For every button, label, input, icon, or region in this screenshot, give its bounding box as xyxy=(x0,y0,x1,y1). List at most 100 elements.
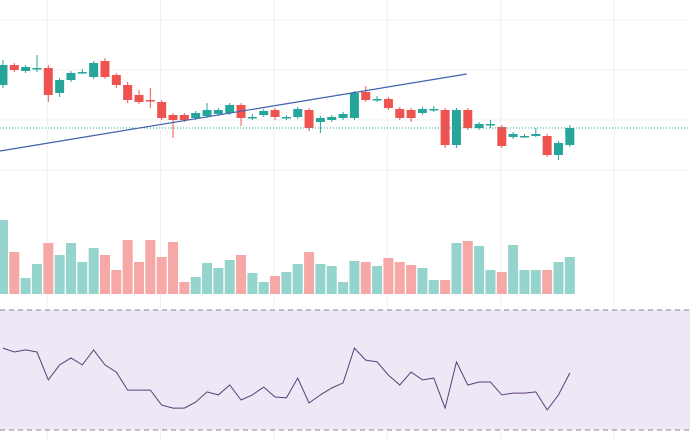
candle-body xyxy=(565,128,575,145)
candle-body xyxy=(474,124,484,128)
volume-bar xyxy=(530,270,541,294)
candle-body xyxy=(497,127,507,146)
candle-body xyxy=(123,85,133,100)
volume-bar xyxy=(508,245,519,294)
candle-body xyxy=(531,134,541,136)
volume-bar xyxy=(304,252,315,294)
volume-bar xyxy=(281,272,292,294)
volume-bar xyxy=(338,282,349,294)
candle-body xyxy=(361,92,371,100)
volume-bar xyxy=(224,260,235,294)
volume-bar xyxy=(474,246,485,294)
candle-body xyxy=(327,117,337,120)
candle-body xyxy=(111,75,121,85)
candle-body xyxy=(293,109,303,117)
volume-bar xyxy=(451,243,462,294)
volume-bar xyxy=(213,268,224,294)
volume-bar xyxy=(179,282,190,294)
candle-body xyxy=(417,109,427,113)
candle-body xyxy=(463,110,473,128)
candle-body xyxy=(508,134,518,137)
volume-bar xyxy=(122,240,133,294)
candle-body xyxy=(270,110,280,117)
candle-body xyxy=(383,99,393,108)
volume-bar xyxy=(20,278,31,294)
volume-bar xyxy=(77,262,88,294)
candle-body xyxy=(100,61,110,77)
volume-bar xyxy=(31,264,42,294)
candle-body xyxy=(372,99,382,101)
volume-bar xyxy=(99,255,110,294)
candle-body xyxy=(43,68,53,95)
candle-body xyxy=(191,113,201,118)
candle-body xyxy=(134,95,144,102)
candle-body xyxy=(315,118,325,122)
candle-body xyxy=(304,110,314,128)
candle-body xyxy=(9,65,19,70)
volume-bar xyxy=(65,243,76,294)
volume-bar xyxy=(247,273,258,294)
rsi-band xyxy=(0,310,690,430)
candle-body xyxy=(259,111,269,115)
volume-bar xyxy=(542,270,553,294)
volume-bar xyxy=(462,241,473,294)
candle-body xyxy=(89,63,99,77)
volume-bar xyxy=(258,282,269,294)
candle-body xyxy=(55,80,65,93)
candle-body xyxy=(406,110,416,118)
volume-bar xyxy=(315,264,326,294)
volume-bar xyxy=(417,268,428,294)
volume-bar xyxy=(0,220,8,294)
candle-body xyxy=(338,114,348,118)
volume-bar xyxy=(202,263,213,294)
volume-bar xyxy=(406,265,417,294)
volume-bar xyxy=(360,262,371,294)
candle-body xyxy=(179,115,189,120)
volume-bar xyxy=(496,272,507,294)
volume-bar xyxy=(9,252,20,294)
candle-body xyxy=(485,124,495,126)
candle-body xyxy=(395,109,405,118)
candle-body xyxy=(429,109,439,111)
volume-bar xyxy=(156,257,167,294)
candle-body xyxy=(0,65,8,85)
candle-body xyxy=(440,110,450,145)
volume-bar xyxy=(564,257,575,294)
volume-bar xyxy=(111,270,122,294)
volume-bar xyxy=(383,258,394,294)
volume-bar xyxy=(133,262,144,294)
candle-body xyxy=(77,72,87,74)
candle-body xyxy=(21,67,31,71)
volume-bar xyxy=(394,262,405,294)
candle-body xyxy=(157,102,167,118)
candle-body xyxy=(519,136,529,138)
volume-bar xyxy=(145,240,156,294)
volume-bar xyxy=(372,266,383,294)
volume-bar xyxy=(168,242,179,294)
volume-bar xyxy=(43,243,54,294)
volume-bar xyxy=(292,264,303,294)
candle-body xyxy=(247,117,257,119)
candle-body xyxy=(213,110,223,114)
candle-body xyxy=(542,136,552,155)
trend-line xyxy=(0,73,467,152)
volume-bar xyxy=(270,276,281,294)
candle-body xyxy=(32,68,42,70)
volume-bar xyxy=(553,262,564,294)
volume-bar xyxy=(519,270,530,294)
candle-body xyxy=(349,93,359,118)
candle-body xyxy=(225,105,235,113)
candle-body xyxy=(145,100,155,102)
volume-bar xyxy=(349,261,360,294)
volume-bar xyxy=(440,280,451,294)
volume-bar xyxy=(88,248,99,294)
candle-body xyxy=(553,143,563,155)
rsi-line xyxy=(2,347,571,411)
candle-body xyxy=(66,73,76,80)
candle-body xyxy=(168,115,178,120)
candle-body xyxy=(281,117,291,119)
volume-bar xyxy=(54,255,65,294)
volume-bar xyxy=(428,280,439,294)
